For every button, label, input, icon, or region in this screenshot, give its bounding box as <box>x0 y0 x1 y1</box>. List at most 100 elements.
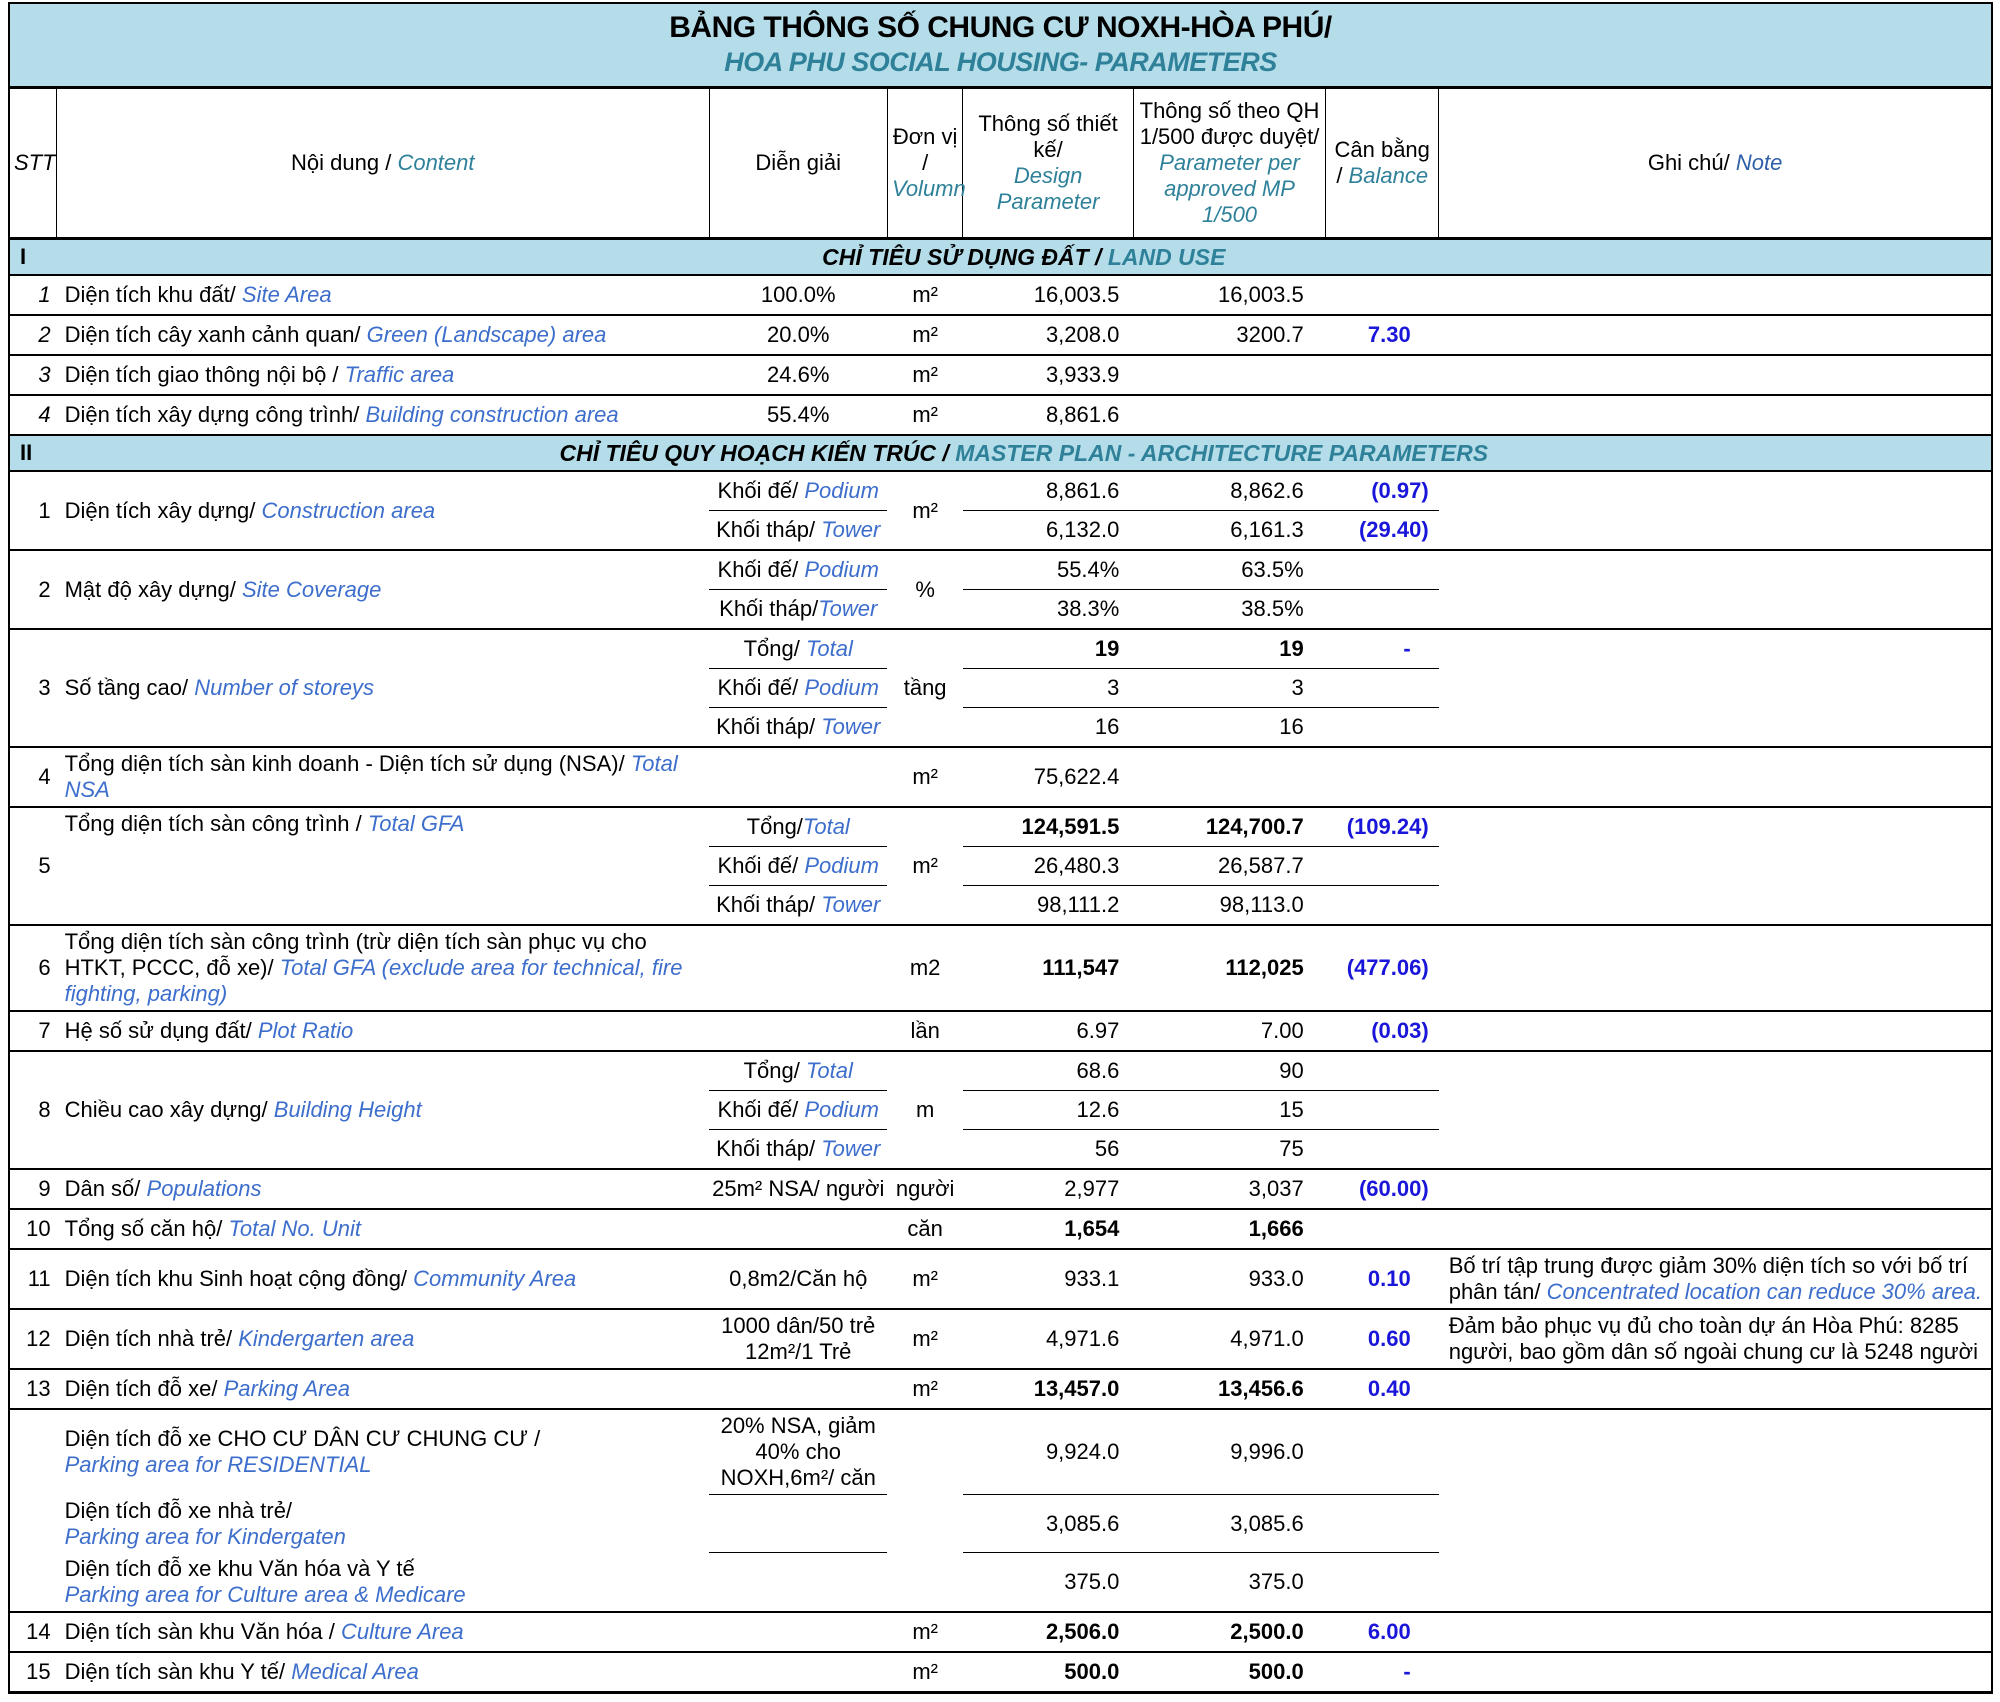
cell-stt: 5 <box>38 853 51 878</box>
text-english: Tower <box>821 1136 881 1161</box>
text-vietnamese: Diện tích khu Sinh hoạt cộng đồng/ <box>64 1266 414 1291</box>
cell-dien-giai <box>709 747 887 807</box>
cell-balance: (477.06) <box>1346 955 1429 980</box>
text-vietnamese: Khối đế/ <box>717 1097 805 1122</box>
cell-unit: m² <box>912 1658 938 1684</box>
section-band-row: I CHỈ TIÊU SỬ DỤNG ĐẤT / LAND USE <box>9 237 1992 276</box>
cell-unit: người <box>895 1176 955 1201</box>
text-vietnamese: Khối đế/ <box>717 853 805 878</box>
col-header-approved: Thông số theo QH 1/500 được duyệt/ Param… <box>1132 89 1326 240</box>
cell-balance <box>1326 1130 1439 1170</box>
text-english: Podium <box>804 675 879 700</box>
table-row: 12 Diện tích nhà trẻ/ Kindergarten area 10… <box>9 1309 1992 1369</box>
text-line: NOXH,6m²/ căn <box>720 1465 876 1490</box>
table-title: BẢNG THÔNG SỐ CHUNG CƯ NOXH-HÒA PHÚ/ HOA… <box>8 2 1993 89</box>
cell-design-parameter: 6,132.0 <box>1045 517 1120 542</box>
cell-design-parameter: 16,003.5 <box>1033 282 1120 307</box>
cell-design-parameter: 13,457.0 <box>1033 1376 1120 1401</box>
text-english: MASTER PLAN - ARCHITECTURE PARAMETERS <box>955 440 1489 466</box>
table-row-group: 15 Diện tích sàn khu Y tế/ Medical Area m²… <box>9 1652 1992 1692</box>
table-row: 4 Diện tích xây dựng công trình/ Building… <box>9 395 1992 435</box>
cell-dien-giai <box>709 1369 887 1409</box>
cell-unit <box>887 1495 962 1553</box>
cell-dien-giai: 100.0% <box>709 275 887 315</box>
cell-approved-parameter: 16 <box>1279 714 1304 739</box>
cell-approved-parameter: 13,456.6 <box>1218 1376 1304 1401</box>
col-header-unit-en: Volumn <box>891 176 966 201</box>
cell-balance <box>1326 1209 1439 1249</box>
cell-dien-giai: Khối tháp/ Tower <box>709 1130 887 1170</box>
table-row: 1 Diện tích khu đất/ Site Area 100.0% m² 16,… <box>9 275 1992 315</box>
section-band-row: II CHỈ TIÊU QUY HOẠCH KIẾN TRÚC / MASTER … <box>9 434 1992 472</box>
table-row: 4 Tổng diện tích sàn kinh doanh - Diện tí… <box>9 747 1992 807</box>
cell-balance: - <box>1403 1658 1411 1684</box>
cell-dien-giai: Khối tháp/ Tower <box>709 708 887 748</box>
cell-design-parameter: 3,208.0 <box>1045 322 1120 347</box>
cell-design-parameter: 56 <box>1094 1136 1120 1161</box>
title-vietnamese: BẢNG THÔNG SỐ CHUNG CƯ NOXH-HÒA PHÚ/ <box>669 11 1332 44</box>
cell-dien-giai: Tổng/ Total <box>709 629 888 669</box>
text-english: Site Area <box>241 282 332 307</box>
text-vietnamese: Khối tháp/ <box>716 892 822 917</box>
table-row: Khối tháp/ Tower 56 75 <box>9 1130 1992 1170</box>
cell-unit: tầng <box>903 675 947 700</box>
text-english: Tower <box>821 892 881 917</box>
cell-balance <box>1326 355 1439 395</box>
text-english: Number of storeys <box>194 675 374 700</box>
text-english: Concentrated location can reduce 30% are… <box>1546 1279 1982 1304</box>
text-vietnamese: Chiều cao xây dựng/ <box>64 1097 274 1122</box>
cell-note <box>1439 1612 1992 1652</box>
cell-approved-parameter: 6,161.3 <box>1230 517 1304 542</box>
table-row-group: 1 Diện tích khu đất/ Site Area 100.0% m² 16,… <box>9 275 1992 315</box>
table-row-group: 7 Hệ số sử dụng đất/ Plot Ratio lần 6.97 7.0… <box>9 1011 1992 1051</box>
text-vietnamese: Bố trí tập trung được giảm 30% diện tích… <box>1448 1253 1968 1304</box>
cell-unit: m² <box>912 1618 938 1644</box>
cell-balance <box>1326 1553 1439 1612</box>
table-header: STT Nội dung / Content Diễn giải Đơn vị … <box>9 89 1992 240</box>
text-line: 12m²/1 Trẻ <box>745 1339 852 1364</box>
cell-design-parameter: 26,480.3 <box>962 846 1134 886</box>
cell-dien-giai: Khối tháp/Tower <box>709 590 887 630</box>
cell-note <box>1439 1553 1992 1612</box>
col-header-note-en: Note <box>1735 150 1783 175</box>
cell-stt: 2 <box>38 576 51 602</box>
cell-design-parameter: 4,971.6 <box>1045 1326 1120 1351</box>
section-label: II <box>9 434 57 472</box>
table-row-group: 2 Diện tích cây xanh cảnh quan/ Green (La… <box>9 315 1992 355</box>
col-header-content: Nội dung / Content <box>56 89 709 240</box>
text-vietnamese: Khối tháp/ <box>716 1136 822 1161</box>
cell-stt: 15 <box>26 1658 51 1684</box>
text-line: 55.4% <box>767 402 830 427</box>
table-row-group: 5 Tổng diện tích sàn công trình / Total G… <box>9 807 1992 925</box>
text-vietnamese: Tổng/ <box>743 1058 806 1083</box>
text-english: Total NSA <box>64 751 678 802</box>
text-vietnamese: Tổng/ <box>746 814 803 839</box>
cell-content: Diện tích cây xanh cảnh quan/ Green (Lan… <box>57 315 709 355</box>
col-header-note-vi: Ghi chú/ <box>1647 150 1736 175</box>
text-vietnamese: Số tầng cao/ <box>64 675 195 700</box>
cell-dien-giai: 1000 dân/50 trẻ 12m²/1 Trẻ <box>709 1309 887 1369</box>
text-english: Total <box>805 1058 853 1083</box>
text-english: Medical Area <box>291 1658 419 1684</box>
col-header-note: Ghi chú/ Note <box>1438 89 1992 240</box>
cell-approved-parameter: 98,113.0 <box>1219 892 1304 917</box>
cell-content: Chiều cao xây dựng/ Building Height <box>57 1051 709 1169</box>
text-english: Parking Area <box>223 1376 350 1401</box>
cell-balance <box>1325 668 1439 708</box>
cell-stt: 8 <box>38 1097 51 1122</box>
text-vietnamese: Tổng diện tích sàn công trình / <box>64 811 368 836</box>
cell-note: Đảm bảo phục vụ đủ cho toàn dự án Hòa Ph… <box>1439 1309 1992 1369</box>
cell-unit: m² <box>912 402 938 427</box>
cell-stt: 4 <box>38 402 51 427</box>
text-english: Kindergarten area <box>238 1326 415 1351</box>
table-row: 10 Tổng số căn hộ/ Total No. Unit căn 1,654… <box>9 1209 1992 1249</box>
cell-dien-giai: Khối đế/ Podium <box>709 1090 888 1130</box>
text-english: Podium <box>804 853 879 878</box>
text-vietnamese: Tổng diện tích sàn công trình (trừ diện … <box>64 929 647 980</box>
cell-approved-parameter: 375.0 <box>1248 1568 1304 1594</box>
cell-content: Diện tích đỗ xe CHO CƯ DÂN CƯ CHUNG CƯ /… <box>57 1409 709 1495</box>
text-vietnamese: Dân số/ <box>64 1176 147 1201</box>
cell-design-parameter: 8,861.6 <box>962 471 1134 511</box>
cell-balance <box>1325 550 1439 590</box>
table-row-group: 13 Diện tích đỗ xe/ Parking Area m² 13,457.… <box>9 1369 1992 1409</box>
